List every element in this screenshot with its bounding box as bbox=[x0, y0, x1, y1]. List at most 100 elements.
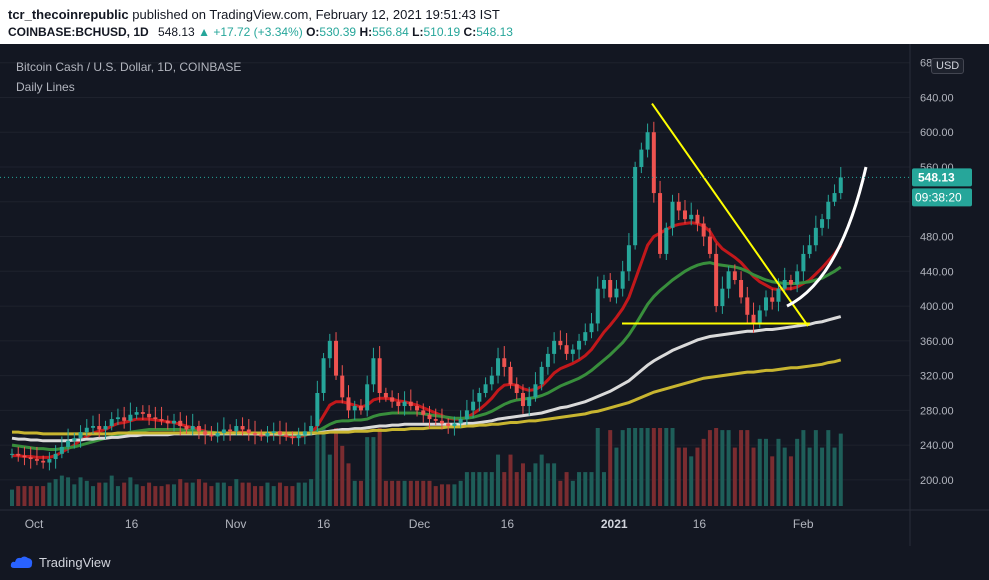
volume-bar bbox=[620, 430, 625, 506]
candle-body bbox=[776, 288, 781, 302]
price-tick-label: 320.00 bbox=[920, 371, 954, 383]
volume-bar bbox=[103, 482, 108, 506]
candle-body bbox=[178, 420, 183, 427]
series-title[interactable]: Bitcoin Cash / U.S. Dollar, 1D, COINBASE bbox=[16, 60, 242, 74]
candle-body bbox=[396, 401, 401, 407]
volume-bar bbox=[813, 430, 818, 506]
candle-body bbox=[645, 132, 650, 150]
candle-body bbox=[134, 412, 139, 415]
candle-body bbox=[22, 455, 27, 458]
volume-bar bbox=[277, 482, 282, 506]
candle-body bbox=[84, 427, 89, 433]
price-chart[interactable]: 200.00 240.00 280.00 320.00 360.00 400.00 440.… bbox=[0, 44, 989, 546]
high-value: 556.84 bbox=[372, 25, 409, 39]
volume-bar bbox=[16, 486, 21, 506]
candle-body bbox=[165, 420, 170, 424]
candle-body bbox=[315, 393, 320, 427]
low-value: 510.19 bbox=[423, 25, 461, 39]
volume-bar bbox=[732, 447, 737, 506]
volume-bar bbox=[371, 437, 376, 506]
volume-bar bbox=[552, 463, 557, 506]
candle-body bbox=[807, 245, 812, 254]
volume-bar bbox=[228, 486, 233, 506]
candle-body bbox=[72, 438, 77, 441]
volume-bar bbox=[508, 454, 513, 506]
tradingview-logo[interactable]: TradingView bbox=[10, 554, 111, 570]
volume-bar bbox=[714, 428, 719, 506]
candle-body bbox=[415, 406, 420, 411]
candle-body bbox=[757, 310, 762, 324]
candle-body bbox=[707, 236, 712, 254]
volume-bar bbox=[421, 480, 426, 506]
volume-bar bbox=[390, 480, 395, 506]
volume-bar bbox=[91, 486, 96, 506]
volume-bar bbox=[763, 438, 768, 506]
candle-body bbox=[122, 417, 127, 421]
candle-body bbox=[502, 358, 507, 367]
volume-bar bbox=[340, 445, 345, 506]
volume-bar bbox=[695, 447, 700, 506]
volume-bar bbox=[221, 482, 226, 506]
candle-body bbox=[545, 353, 550, 367]
volume-bar bbox=[682, 447, 687, 506]
candle-body bbox=[751, 314, 756, 324]
volume-bar bbox=[458, 480, 463, 506]
candle-body bbox=[770, 297, 775, 302]
time-tick-label: 16 bbox=[693, 517, 707, 531]
volume-bar bbox=[290, 486, 295, 506]
volume-bar bbox=[109, 475, 114, 506]
symbol-label[interactable]: COINBASE:BCHUSD, 1D bbox=[8, 25, 149, 39]
candle-body bbox=[620, 271, 625, 289]
volume-bar bbox=[496, 454, 501, 506]
candle-body bbox=[714, 253, 719, 307]
currency-button[interactable]: USD bbox=[931, 58, 965, 74]
volume-bar bbox=[489, 472, 494, 506]
price-tick-label: 240.00 bbox=[920, 440, 954, 452]
volume-bar bbox=[720, 430, 725, 506]
volume-bar bbox=[234, 479, 239, 506]
candle-body bbox=[813, 227, 818, 246]
volume-bar bbox=[115, 486, 120, 506]
volume-bar bbox=[172, 484, 177, 506]
volume-bar bbox=[439, 484, 444, 506]
candle-body bbox=[115, 417, 120, 420]
candle-body bbox=[271, 431, 276, 433]
candle-body bbox=[309, 426, 314, 432]
chart-area[interactable]: 200.00 240.00 280.00 320.00 360.00 400.00 440.… bbox=[0, 44, 989, 546]
candle-body bbox=[147, 413, 152, 418]
candle-body bbox=[78, 432, 83, 439]
candle-body bbox=[284, 434, 289, 437]
volume-bar bbox=[383, 480, 388, 506]
author-name[interactable]: tcr_thecoinrepublic bbox=[8, 7, 129, 22]
volume-bar bbox=[639, 428, 644, 506]
volume-bar bbox=[140, 486, 145, 506]
volume-bar bbox=[203, 482, 208, 506]
volume-bar bbox=[483, 472, 488, 506]
candle-body bbox=[53, 453, 58, 460]
candle-body bbox=[801, 253, 806, 272]
volume-bar bbox=[670, 428, 675, 506]
candle-body bbox=[676, 201, 681, 211]
indicator-name[interactable]: Daily Lines bbox=[16, 80, 75, 94]
candle-body bbox=[402, 401, 407, 407]
candle-body bbox=[41, 460, 46, 463]
candle-body bbox=[66, 440, 71, 447]
time-tick-label: Dec bbox=[409, 517, 430, 531]
volume-bar bbox=[826, 430, 831, 506]
price-tick-label: 200.00 bbox=[920, 475, 954, 487]
volume-bar bbox=[427, 480, 432, 506]
candle-body bbox=[259, 434, 264, 437]
volume-bar bbox=[22, 486, 27, 506]
candle-body bbox=[196, 426, 201, 432]
publish-header: tcr_thecoinrepublic published on Trading… bbox=[0, 0, 989, 44]
time-tick-label: 16 bbox=[501, 517, 515, 531]
volume-bar bbox=[745, 430, 750, 506]
candle-body bbox=[228, 429, 233, 432]
candle-body bbox=[97, 426, 102, 430]
volume-bar bbox=[633, 428, 638, 506]
candle-body bbox=[390, 397, 395, 402]
candle-body bbox=[608, 280, 613, 298]
candle-body bbox=[203, 431, 208, 435]
change-value: +17.72 (+3.34%) bbox=[213, 25, 303, 39]
volume-bar bbox=[28, 486, 33, 506]
